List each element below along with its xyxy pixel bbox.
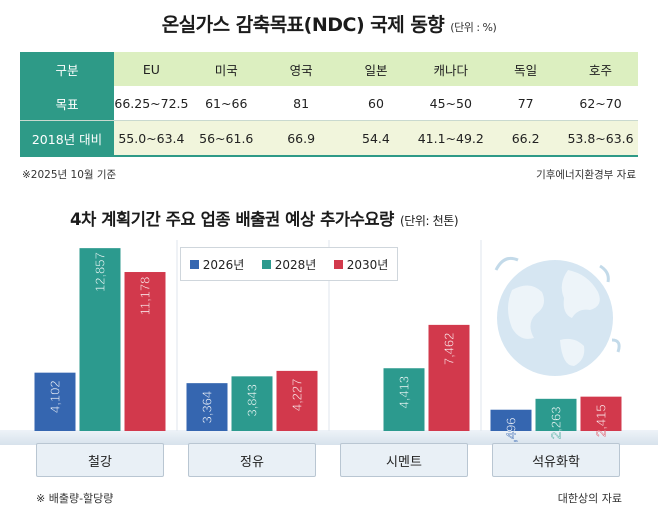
ndc-table: 구분 EU 미국 영국 일본 캐나다 독일 호주 목표 66.25~72.5 6… [20, 52, 638, 157]
category-label-steel: 철강 [36, 443, 164, 477]
as-of-note: ※2025년 10월 기준 [22, 169, 117, 181]
chart-legend: 2026년 2028년 2030년 [180, 247, 398, 281]
table-cell: 77 [488, 86, 564, 121]
chart-unit: (단위: 천톤) [399, 214, 459, 228]
bar-0-2 [124, 272, 166, 431]
value-label: 3,364 [200, 391, 215, 424]
category-label-refining: 정유 [188, 443, 316, 477]
table-cell: 61~66 [188, 86, 264, 121]
bar-1-1 [231, 376, 273, 431]
ndc-header-row: 구분 EU 미국 영국 일본 캐나다 독일 호주 [20, 52, 638, 86]
col-header: 독일 [488, 52, 564, 86]
bar-3-1 [535, 398, 577, 431]
source-note-top: 기후에너지환경부 자료 [536, 169, 636, 181]
table-cell: 66.9 [263, 120, 339, 157]
table-cell: 45~50 [413, 86, 489, 121]
value-label: 11,178 [138, 277, 153, 316]
legend-label: 2026년 [202, 257, 245, 272]
value-labels: 4,102 12,857 11,178 3,364 3,843 4,227 4,413 7,4… [47, 252, 609, 445]
corner-cell: 구분 [20, 52, 114, 86]
row-header: 목표 [20, 86, 114, 121]
bar-chart: 4,102 12,857 11,178 3,364 3,843 4,227 4,413 7,4… [0, 240, 658, 445]
value-label: 4,102 [48, 380, 63, 413]
value-label: 4,227 [290, 379, 305, 412]
value-label: 2,263 [549, 407, 564, 440]
col-header: 호주 [563, 52, 638, 86]
table-cell: 56~61.6 [188, 120, 264, 157]
source-note-bottom: 대한상의 자료 [557, 492, 622, 505]
value-label: 4,413 [397, 376, 412, 409]
category-label-petrochem: 석유화학 [492, 443, 620, 477]
chart-title: 4차 계획기간 주요 업종 배출권 예상 추가수요량 (단위: 천톤) [70, 206, 459, 230]
table-cell: 54.4 [338, 120, 414, 157]
legend-item-2026: 2026년 [189, 256, 245, 273]
legend-swatch-2026 [189, 259, 199, 269]
table-cell: 53.8~63.6 [563, 120, 638, 157]
bar-3-2 [580, 396, 622, 431]
col-header: 캐나다 [413, 52, 489, 86]
bar-2-1 [383, 368, 425, 431]
table-cell: 60 [338, 86, 414, 121]
value-label: 1,496 [504, 417, 519, 445]
col-header: 미국 [188, 52, 264, 86]
bar-1-0 [186, 383, 228, 431]
table-cell: 66.25~72.5 [114, 86, 189, 121]
legend-label: 2028년 [274, 257, 317, 272]
bar-marks [34, 248, 622, 431]
table-row-goal: 목표 66.25~72.5 61~66 81 60 45~50 77 62~70 [20, 86, 638, 121]
table-cell: 66.2 [488, 120, 564, 157]
ndc-title-text: 온실가스 감축목표(NDC) 국제 동향 [161, 14, 445, 36]
table-cell: 62~70 [563, 86, 638, 121]
col-header: 영국 [263, 52, 339, 86]
bar-0-0 [34, 372, 76, 431]
col-header: EU [114, 52, 189, 86]
legend-swatch-2030 [333, 259, 343, 269]
row-header: 2018년 대비 [20, 120, 114, 157]
legend-label: 2030년 [346, 257, 389, 272]
legend-item-2030: 2030년 [333, 256, 389, 273]
table-cell: 55.0~63.4 [114, 120, 189, 157]
chart-title-text: 4차 계획기간 주요 업종 배출권 예상 추가수요량 [70, 210, 394, 229]
legend-item-2028: 2028년 [261, 256, 317, 273]
globe-icon [494, 256, 621, 376]
value-label: 3,843 [245, 384, 260, 417]
bar-1-2 [276, 370, 318, 431]
footnote: ※ 배출량-할당량 [36, 492, 114, 505]
ndc-title: 온실가스 감축목표(NDC) 국제 동향 (단위 : %) [0, 10, 658, 37]
bar-3-0 [490, 409, 532, 431]
legend-swatch-2028 [261, 259, 271, 269]
table-cell: 41.1~49.2 [413, 120, 489, 157]
value-label: 7,462 [442, 333, 457, 366]
bar-0-1 [79, 248, 121, 431]
value-label: 12,857 [93, 252, 108, 292]
ndc-unit: (단위 : %) [450, 21, 497, 34]
col-header: 일본 [338, 52, 414, 86]
category-label-cement: 시멘트 [340, 443, 468, 477]
table-cell: 81 [263, 86, 339, 121]
table-row-vs-2018: 2018년 대비 55.0~63.4 56~61.6 66.9 54.4 41.… [20, 120, 638, 157]
bar-2-2 [428, 324, 470, 431]
value-label: 2,415 [594, 404, 609, 437]
chart-floor [0, 430, 658, 445]
